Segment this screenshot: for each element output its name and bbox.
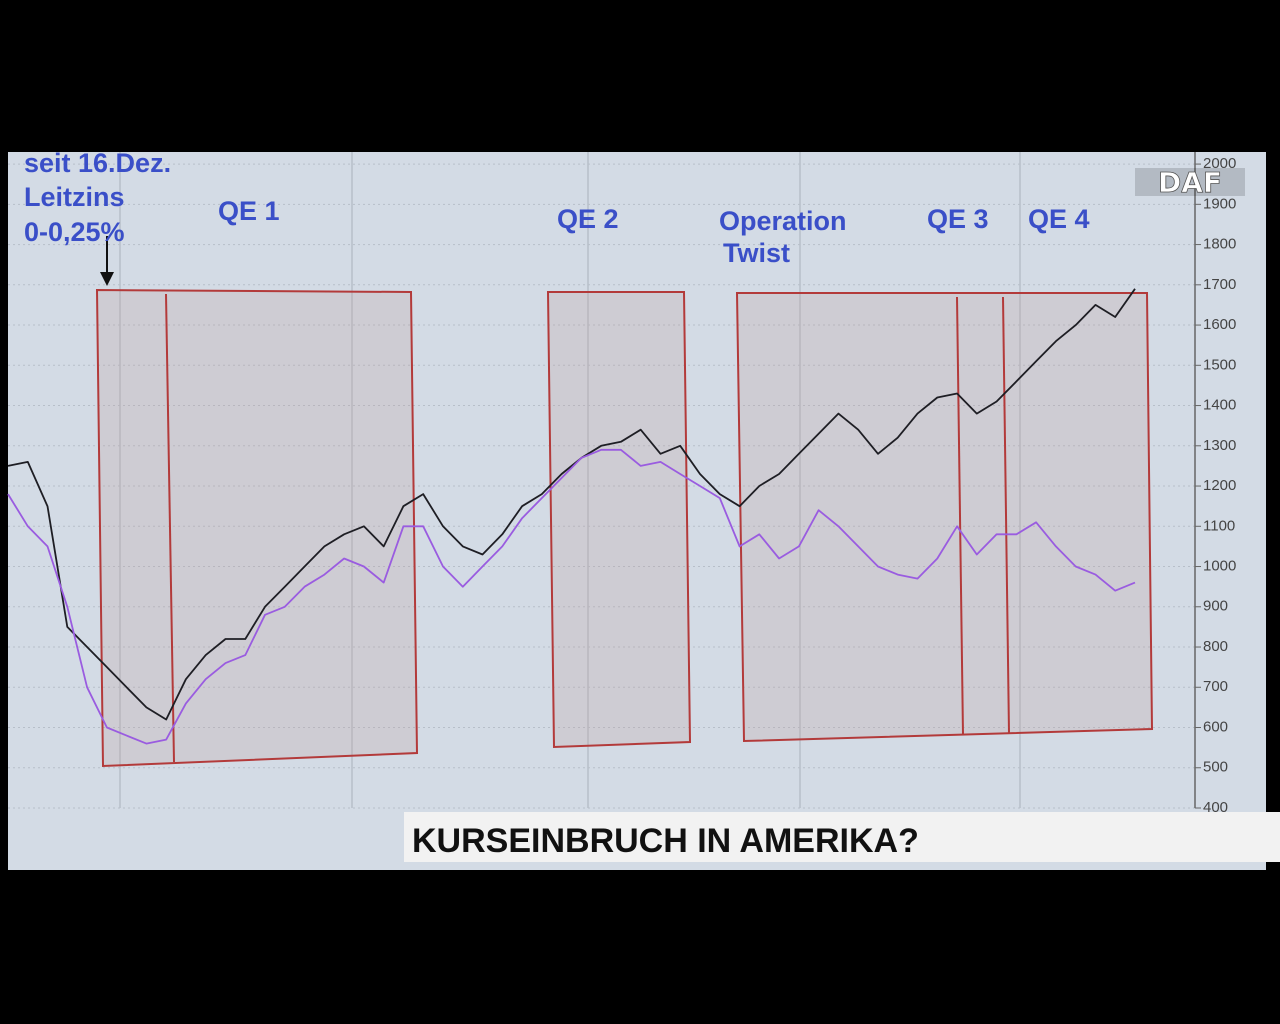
y-tick-label: 900 xyxy=(1203,598,1228,615)
annotation: Operation xyxy=(719,206,847,236)
annotation: QE 4 xyxy=(1028,204,1090,234)
annotation: QE 1 xyxy=(218,196,280,226)
marker-line xyxy=(956,296,964,736)
banner-box xyxy=(404,812,1280,862)
annotation: QE 2 xyxy=(557,204,619,234)
series-line xyxy=(7,288,1136,721)
annotation: QE 3 xyxy=(927,204,989,234)
y-tick-label: 2000 xyxy=(1203,155,1236,172)
marker-line xyxy=(1002,296,1010,734)
y-tick-label: 500 xyxy=(1203,759,1228,776)
annotation: seit 16.Dez. xyxy=(24,148,171,178)
logo-box xyxy=(1135,168,1245,196)
y-tick-label: 1600 xyxy=(1203,316,1236,333)
y-tick-label: 800 xyxy=(1203,638,1228,655)
y-tick-label: 1400 xyxy=(1203,397,1236,414)
y-tick-label: 1300 xyxy=(1203,437,1236,454)
y-tick-label: 1700 xyxy=(1203,276,1236,293)
y-tick-label: 400 xyxy=(1203,799,1228,816)
y-tick-label: 1000 xyxy=(1203,557,1236,574)
qe-boxes xyxy=(95,288,1154,768)
y-tick-label: 1200 xyxy=(1203,477,1236,494)
y-tick-label: 1500 xyxy=(1203,356,1236,373)
annotation: 0-0,25% xyxy=(24,217,125,247)
qe1-box xyxy=(95,288,419,768)
y-tick-label: 600 xyxy=(1203,718,1228,735)
qe2-box xyxy=(546,291,692,749)
banner-text: KURSEINBRUCH IN AMERIKA? xyxy=(412,822,919,860)
y-tick-label: 1900 xyxy=(1203,195,1236,212)
annotation: Leitzins xyxy=(24,182,125,212)
y-tick-label: 1100 xyxy=(1203,517,1235,534)
marker-line xyxy=(165,293,175,763)
logo: DAF xyxy=(1158,166,1222,199)
y-tick-label: 700 xyxy=(1203,678,1228,695)
y-tick-label: 1800 xyxy=(1203,236,1236,253)
arrow-head xyxy=(100,272,114,286)
twist-qe-box xyxy=(735,292,1154,743)
chart-screen xyxy=(8,152,1266,870)
vertical-grid xyxy=(119,152,1021,808)
annotation: Twist xyxy=(723,238,790,268)
series-line xyxy=(7,448,1136,745)
